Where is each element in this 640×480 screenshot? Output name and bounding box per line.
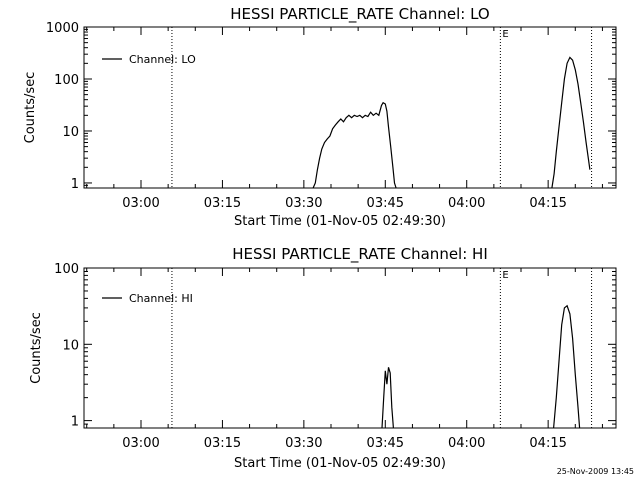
x-tick-label: 03:15 [204, 436, 241, 451]
event-marker-label: E [502, 270, 508, 281]
chart-title-hi: HESSI PARTICLE_RATE Channel: HI [232, 245, 488, 264]
event-marker-label: E [502, 29, 508, 40]
x-tick-label: 04:00 [448, 196, 485, 211]
chart-title-lo: HESSI PARTICLE_RATE Channel: LO [230, 5, 489, 24]
y-axis-label-hi: Counts/sec [29, 312, 44, 384]
y-tick-label: 10 [62, 338, 79, 353]
series-line-hi [381, 367, 394, 429]
series-line-hi [553, 304, 581, 429]
x-tick-label: 03:15 [204, 196, 241, 211]
y-axis-label-lo: Counts/sec [23, 72, 38, 144]
panel-lo: HESSI PARTICLE_RATE Channel: LO 03:00 03:1… [23, 5, 617, 229]
x-tick-label: 04:15 [529, 436, 566, 451]
x-tick-label: 03:00 [122, 196, 159, 211]
y-tick-label: 1000 [46, 21, 79, 36]
x-tick-label: 03:30 [285, 436, 322, 451]
x-tick-label: 03:45 [367, 436, 404, 451]
y-tick-label: 1 [71, 415, 79, 430]
y-tick-label: 100 [54, 73, 79, 88]
x-tick-label: 03:00 [122, 436, 159, 451]
y-tick-label: 10 [62, 125, 79, 140]
plot-frame-lo [83, 26, 617, 189]
x-tick-label: 03:30 [285, 196, 322, 211]
y-tick-label: 100 [54, 262, 79, 277]
y-tick-label: 1 [71, 177, 79, 192]
series-line-lo [551, 56, 591, 189]
x-axis-label-hi: Start Time (01-Nov-05 02:49:30) [234, 456, 446, 471]
x-axis-label-lo: Start Time (01-Nov-05 02:49:30) [234, 214, 446, 229]
panel-hi: HESSI PARTICLE_RATE Channel: HI 03:00 03:1… [29, 245, 617, 471]
x-tick-label: 04:00 [448, 436, 485, 451]
plot-timestamp: 25-Nov-2009 13:45 [556, 467, 634, 476]
series-line-lo [312, 101, 397, 189]
x-tick-label: 04:15 [529, 196, 566, 211]
legend-label-hi: Channel: HI [129, 292, 193, 305]
x-tick-label: 03:45 [367, 196, 404, 211]
legend-label-lo: Channel: LO [129, 53, 196, 66]
